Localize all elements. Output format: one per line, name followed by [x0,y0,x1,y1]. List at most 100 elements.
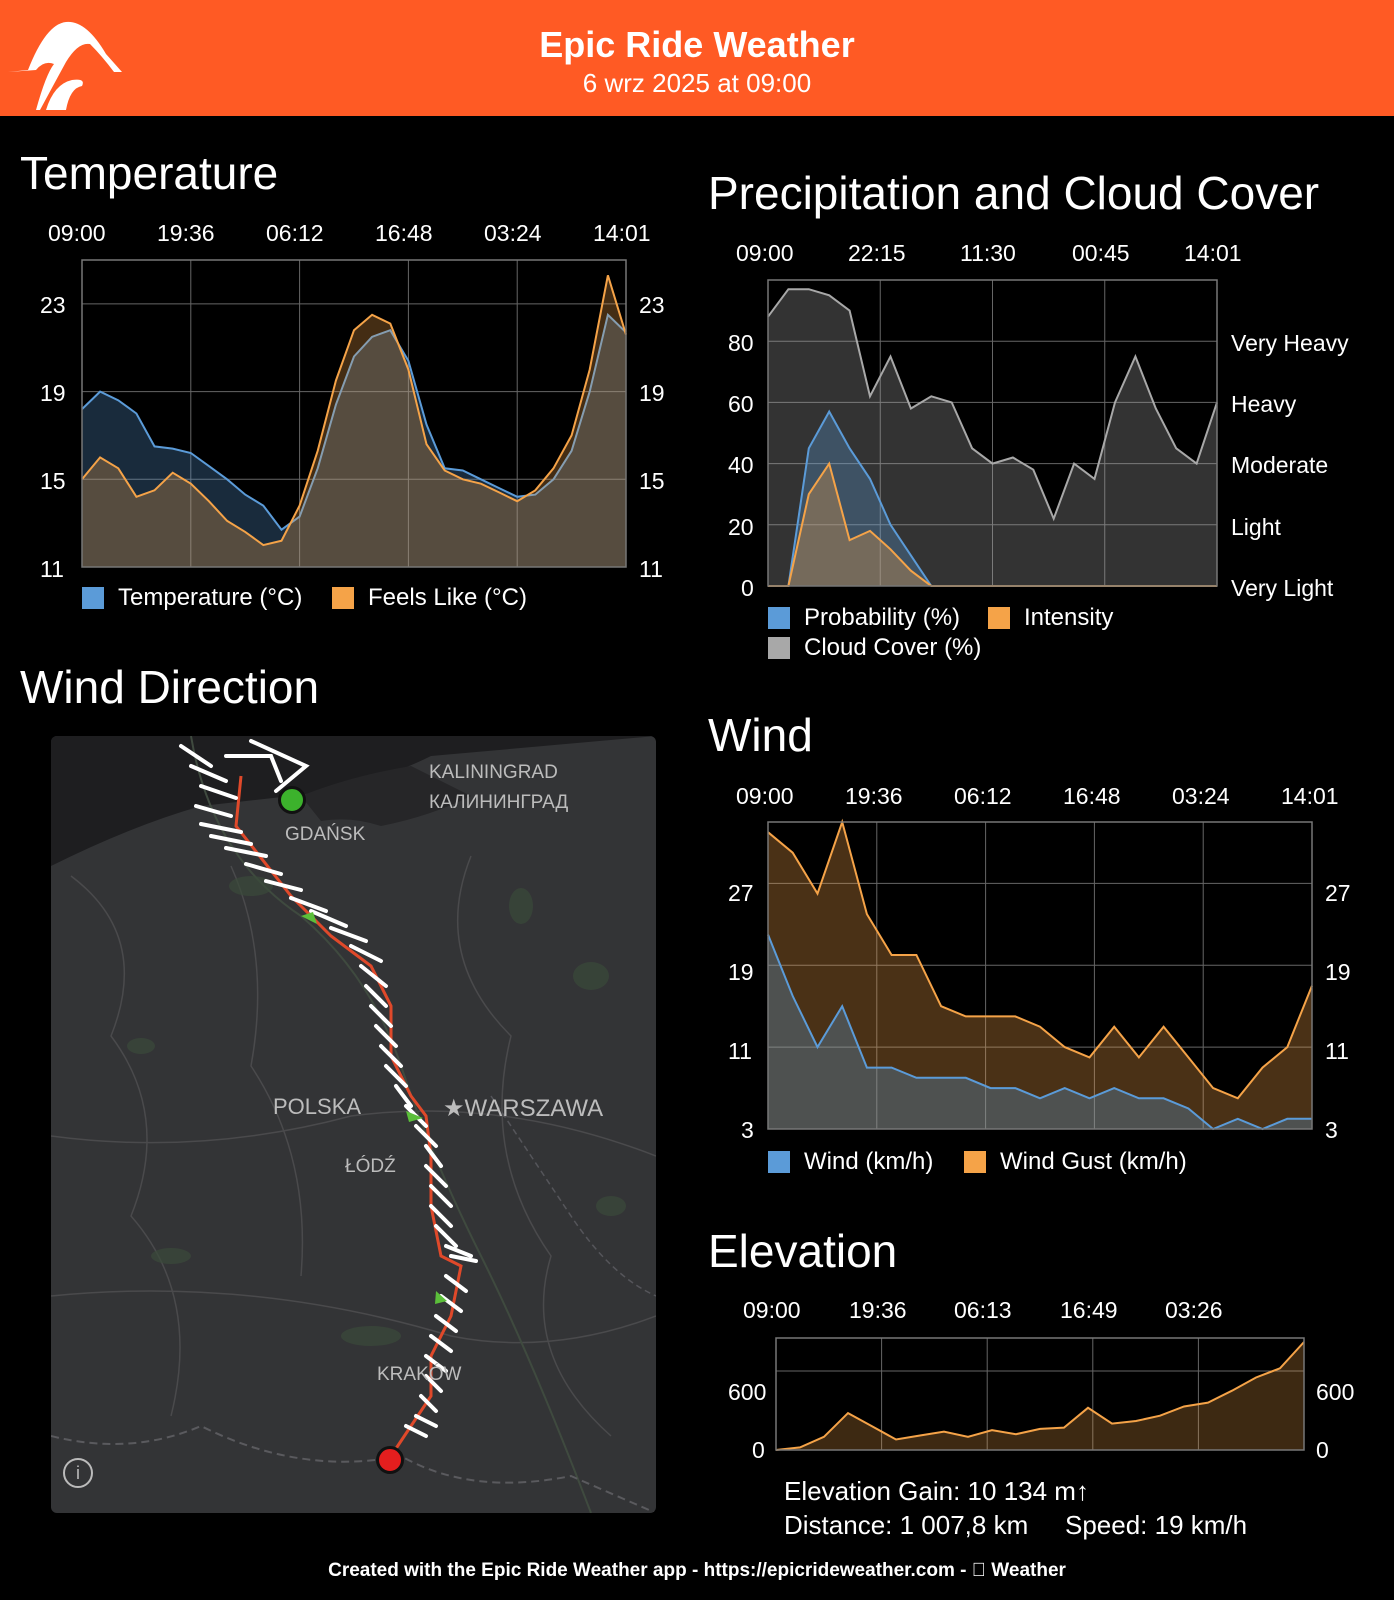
route-start-marker[interactable] [278,786,306,814]
precip-intensity-tick: Light [1231,514,1281,540]
elevation-x-tick: 06:13 [954,1297,1012,1323]
plot-frame [775,1337,1305,1451]
series-line [775,1341,1305,1451]
precip-x-tick: 09:00 [736,240,794,266]
legend-wind-gust: Wind Gust (km/h) [964,1148,1187,1176]
wind-chart [767,818,1313,1131]
app-header: Epic Ride Weather 6 wrz 2025 at 09:00 [0,0,1394,116]
map-label-lodz: ŁÓDŹ [345,1156,396,1177]
series-line [767,288,1218,522]
precipitation-title: Precipitation and Cloud Cover [708,167,1320,219]
wind-x-tick: 09:00 [736,783,794,809]
map-label-krakow: KRAKÓW [377,1364,462,1385]
elevation-title: Elevation [708,1225,898,1277]
plot-frame [767,279,1218,587]
precip-x-tick: 11:30 [960,240,1016,266]
series-area [768,411,1217,586]
legend-label: Wind Gust (km/h) [1000,1148,1187,1175]
wind-title: Wind [708,709,813,761]
legend-probability: Probability (%) [768,604,960,632]
series-line [767,934,1312,1131]
series-area [776,1342,1304,1450]
elevation-chart [775,1337,1305,1451]
distance: Distance: 1 007,8 km [784,1510,1029,1540]
elevation-x-tick: 09:00 [743,1297,801,1323]
temperature-y-tick: 19 [40,380,66,406]
legend-label: Cloud Cover (%) [804,634,982,661]
elevation-x-tick: 03:26 [1165,1297,1223,1323]
wind-direction-title: Wind Direction [20,661,320,713]
mountain-road-logo-icon [8,21,122,110]
legend-cloud-cover: Cloud Cover (%) [768,634,981,662]
elevation-y-tick-right: 0 [1316,1437,1329,1463]
legend-swatch [82,587,104,609]
app-title: Epic Ride Weather [539,24,855,65]
plot-frame [767,821,1313,1130]
precip-y-tick: 0 [741,575,754,601]
legend-label: Temperature (°C) [118,584,303,611]
series-area [82,275,626,567]
map-label-polska: POLSKA [273,1094,362,1119]
temperature-chart [81,259,627,568]
precip-y-tick: 40 [728,452,754,478]
temperature-x-tick: 09:00 [48,220,106,246]
legend-label: Probability (%) [804,604,961,631]
temperature-x-tick: 19:36 [157,220,215,246]
temperature-y-tick-right: 15 [639,468,665,494]
wind-y-tick-right: 19 [1325,959,1351,985]
temperature-x-tick: 16:48 [375,220,433,246]
plot-frame [81,259,627,568]
route-map[interactable]: KALININGRAD КАЛИНИНГРАД GDAŃSK POLSKA ★W… [51,736,656,1513]
wind-y-tick: 27 [728,880,754,906]
precip-y-tick: 80 [728,330,754,356]
capital-star-icon: ★ [443,1095,465,1122]
route-end-marker[interactable] [376,1446,404,1474]
temperature-y-tick: 15 [40,468,66,494]
series-area [768,463,1217,586]
map-background [51,736,656,1513]
temperature-title: Temperature [20,147,279,199]
legend-feels-like: Feels Like (°C) [332,584,527,612]
map-label-warszawa: ★WARSZAWA [443,1094,603,1123]
legend-swatch [768,637,790,659]
legend-swatch [988,607,1010,629]
elevation-gain: Elevation Gain: 10 134 m↑ [784,1476,1089,1506]
map-label-kaliningrad: KALININGRAD [429,762,558,783]
precip-intensity-tick: Very Light [1231,575,1334,601]
series-area [768,289,1217,586]
map-label-warszawa-text: WARSZAWA [464,1095,604,1122]
precipitation-chart [767,279,1218,587]
temperature-x-tick: 06:12 [266,220,324,246]
precip-y-tick: 20 [728,514,754,540]
wind-y-tick: 19 [728,959,754,985]
wind-y-tick: 11 [728,1038,752,1064]
series-line [81,275,627,547]
map-label-kaliningrad-ru: КАЛИНИНГРАД [429,792,569,813]
legend-wind: Wind (km/h) [768,1148,933,1176]
speed: Speed: 19 km/h [1065,1510,1248,1540]
wind-y-tick-right: 3 [1325,1117,1338,1143]
precip-intensity-tick: Heavy [1231,391,1297,417]
info-icon[interactable]: i [63,1458,93,1488]
precip-x-tick: 14:01 [1184,240,1242,266]
legend-swatch [768,607,790,629]
wind-y-tick-right: 27 [1325,880,1351,906]
wind-x-tick: 19:36 [845,783,903,809]
wind-x-tick: 14:01 [1281,783,1339,809]
wind-x-tick: 03:24 [1172,783,1230,809]
temperature-y-tick-right: 23 [639,292,665,318]
series-line [767,818,1313,1100]
footer-credit: Created with the Epic Ride Weather app -… [328,1560,1066,1581]
elevation-y-tick: 600 [728,1379,767,1405]
series-line [81,312,627,532]
precip-x-tick: 00:45 [1072,240,1130,266]
precip-y-tick: 60 [728,391,754,417]
wind-y-tick: 3 [741,1117,754,1143]
temperature-y-tick: 11 [40,556,64,582]
series-area [768,934,1312,1129]
legend-temperature: Temperature (°C) [82,584,302,612]
legend-label: Feels Like (°C) [368,584,527,611]
wind-x-tick: 16:48 [1063,783,1121,809]
wind-x-tick: 06:12 [954,783,1012,809]
temperature-x-tick: 14:01 [593,220,651,246]
